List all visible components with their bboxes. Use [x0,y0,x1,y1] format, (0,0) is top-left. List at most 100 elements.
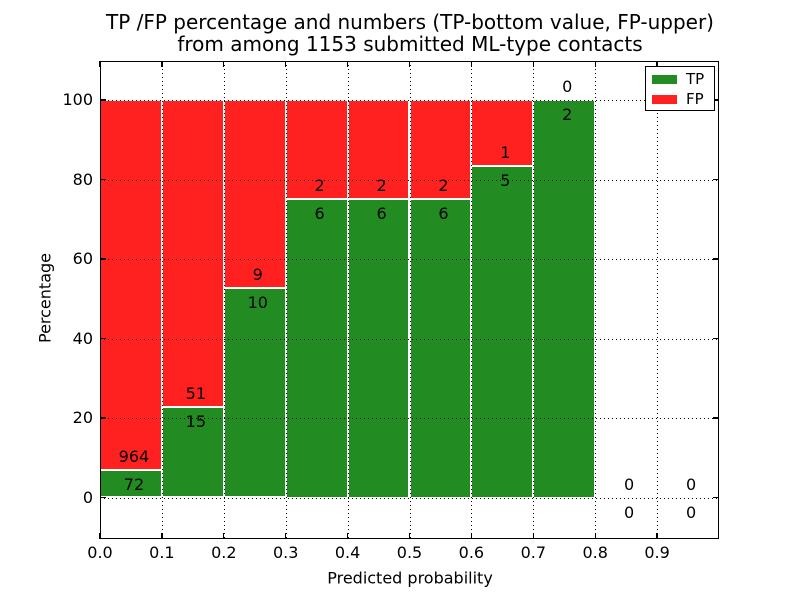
tp-count-label: 6 [376,204,387,224]
y-tick-label: 80 [72,169,93,189]
y-tick-label: 20 [72,408,93,427]
tp-bar-segment [409,199,472,498]
v-gridline [471,61,473,539]
y-tick-mark [100,178,106,181]
v-gridline [285,61,287,539]
chart-title-line1: TP /FP percentage and numbers (TP-bottom… [106,10,714,34]
y-tick-mark [100,417,106,419]
y-tick-mark-right [713,417,719,419]
y-tick-label: 40 [72,328,93,348]
x-tick-mark-top [408,61,411,67]
x-tick-mark [656,533,658,539]
tp-count-label: 0 [685,502,697,522]
x-tick-mark [346,533,349,539]
tp-count-label: 0 [624,502,635,522]
fp-count-label: 1 [500,143,511,163]
tp-count-label: 72 [123,474,145,494]
x-tick-mark [223,533,225,539]
x-tick-label: 0.1 [149,543,175,562]
fp-bar-segment [100,100,162,470]
fp-bar-segment [347,100,410,200]
tp-count-label: 6 [438,204,449,224]
axes-frame [100,61,719,539]
v-gridline [409,61,411,539]
fp-legend-label: FP [686,89,704,108]
fp-bar-segment [285,100,348,200]
fp-bar-segment [471,100,534,167]
y-tick-mark [100,258,106,260]
fp-count-label: 2 [376,176,387,196]
x-tick-mark-top [594,61,596,67]
v-gridline [161,61,163,539]
x-tick-label: 0.0 [87,543,113,562]
x-tick-mark-top [99,61,101,67]
y-tick-mark-right [713,258,719,260]
tp-bar-segment [223,288,286,498]
y-tick-label: 60 [72,249,93,268]
tp-legend-label: TP [686,69,705,88]
x-tick-mark [594,533,596,539]
y-tick-mark-right [713,337,719,340]
x-tick-mark [532,533,534,539]
tp-bar-segment [533,100,596,498]
x-tick-label: 0.8 [582,543,608,562]
y-tick-mark-right [713,178,719,181]
legend: TP FP [645,66,715,111]
fp-count-label: 2 [314,176,325,196]
v-gridline [223,61,225,539]
x-tick-mark-top [470,61,473,67]
y-tick-mark [100,337,106,340]
x-tick-mark [285,533,287,539]
x-tick-label: 0.7 [520,543,547,562]
fp-count-label: 0 [685,474,697,494]
x-tick-label: 0.6 [458,543,485,562]
v-gridline [595,61,597,539]
x-tick-label: 0.4 [334,543,361,562]
fp-count-label: 0 [624,474,635,494]
x-tick-label: 0.9 [644,543,670,562]
tp-swatch-icon [652,74,677,84]
x-tick-mark-top [161,61,163,67]
fp-count-label: 0 [562,77,573,96]
y-tick-mark [100,496,106,499]
fp-count-label: 964 [118,446,150,466]
tp-count-label: 10 [247,293,268,313]
tp-count-label: 5 [500,171,511,191]
x-tick-mark [99,533,101,539]
chart-title-line2: from among 1153 submitted ML-type contac… [177,32,643,56]
legend-entry-tp: TP [652,69,704,89]
tp-bar-segment [471,166,534,498]
x-tick-mark-top [532,61,534,67]
y-tick-mark-right [713,496,719,499]
x-tick-mark [408,533,411,539]
v-gridline [533,61,535,539]
y-tick-mark-right [713,99,719,101]
v-gridline [657,61,659,539]
fp-count-label: 9 [252,265,263,285]
tp-count-label: 2 [562,105,573,124]
legend-entry-fp: FP [652,89,704,109]
v-gridline [347,61,349,539]
y-tick-label: 100 [62,90,93,109]
x-tick-mark [161,533,163,539]
x-tick-mark-top [223,61,225,67]
x-axis-label: Predicted probability [327,568,493,588]
tp-bar-segment [285,199,348,498]
x-tick-mark-top [285,61,287,67]
y-tick-mark [100,99,106,101]
fp-swatch-icon [652,94,677,104]
x-tick-label: 0.2 [211,543,237,562]
fp-count-label: 2 [438,176,449,196]
x-tick-mark-top [346,61,349,67]
tp-bar-segment [161,407,224,498]
plot-area: 964 72 51 15 9 10 2 6 2 6 2 6 1 5 0 2 0 0 0 0 [99,61,719,539]
x-tick-mark [470,533,473,539]
tp-count-label: 6 [314,204,325,224]
y-tick-label: 0 [82,487,93,507]
fp-count-label: 51 [185,384,207,404]
x-tick-mark-top [656,61,658,67]
tp-count-label: 15 [185,412,207,432]
x-tick-label: 0.3 [272,543,299,562]
x-tick-label: 0.5 [396,543,423,562]
